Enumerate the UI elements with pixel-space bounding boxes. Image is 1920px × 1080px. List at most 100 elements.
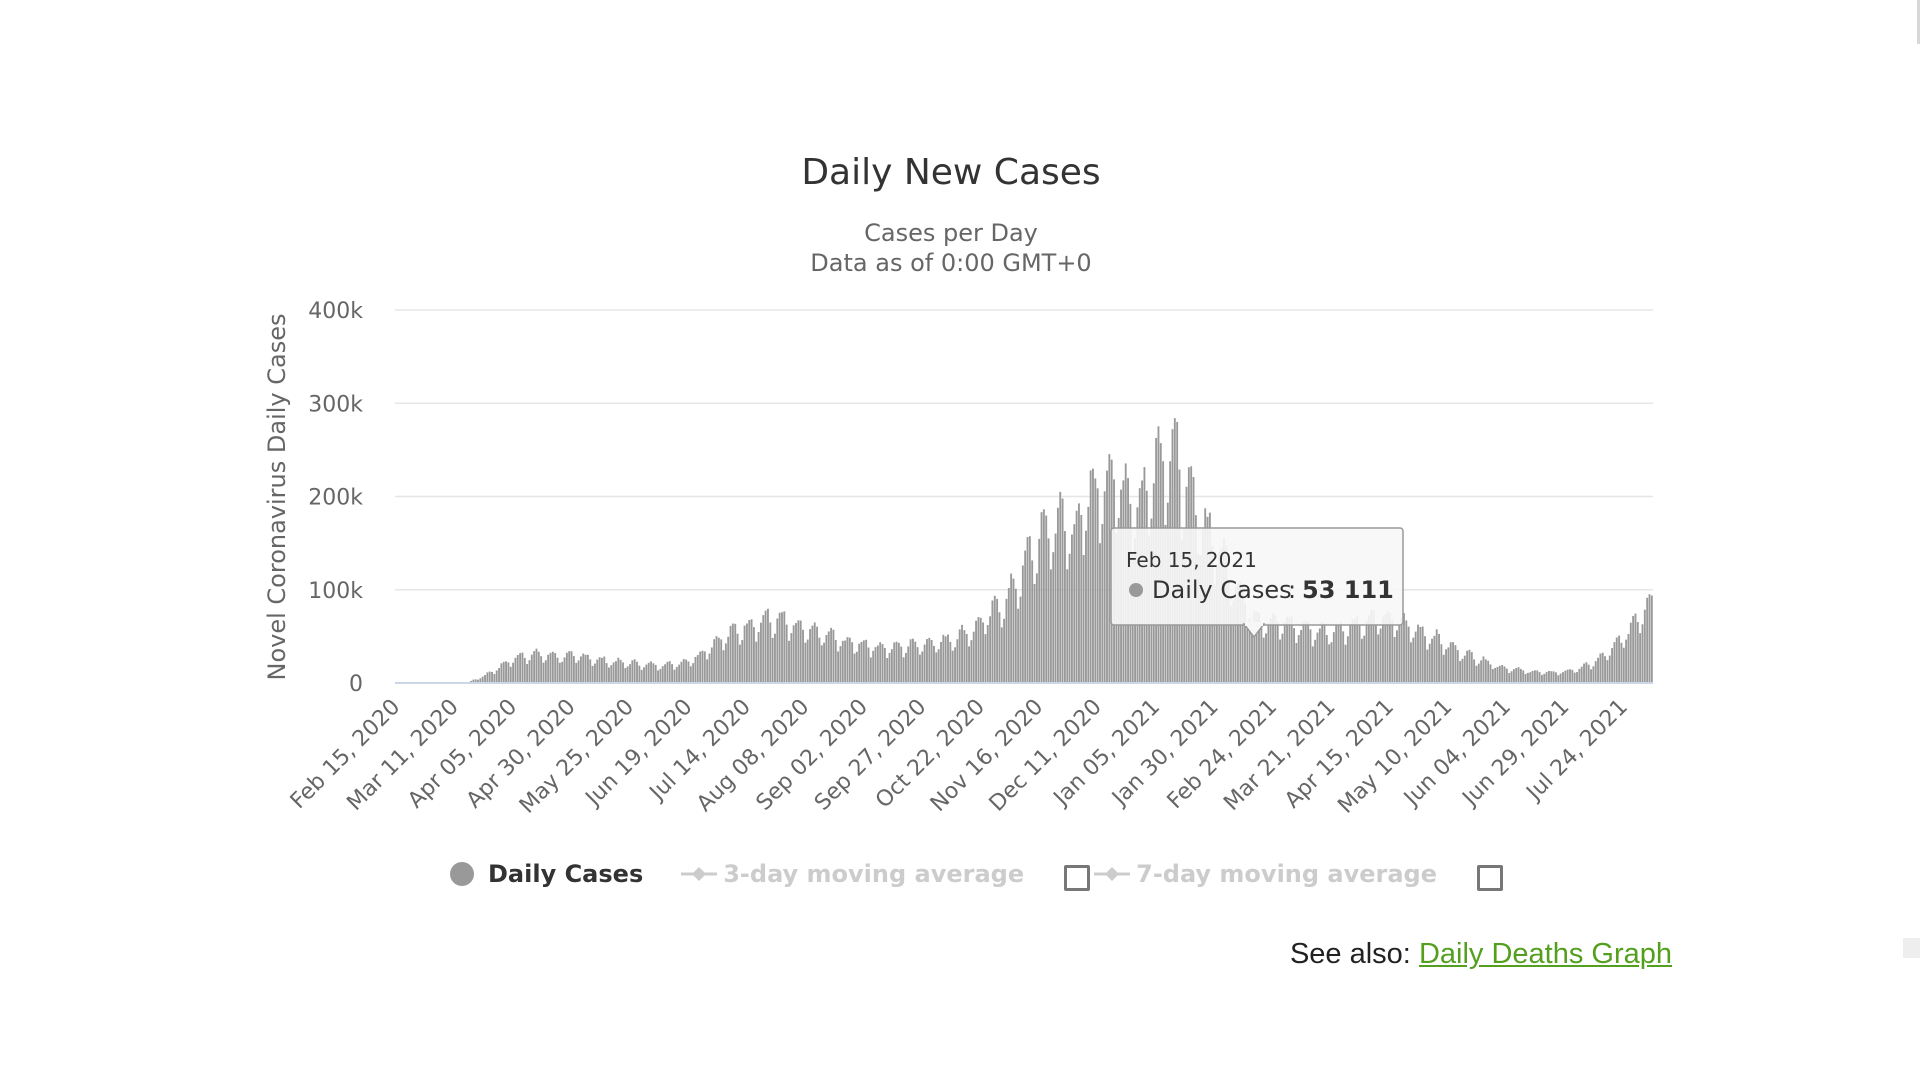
daily-cases-bar[interactable] (687, 661, 690, 683)
daily-cases-bar[interactable] (1482, 656, 1485, 683)
daily-cases-bar[interactable] (558, 662, 561, 683)
daily-cases-bar[interactable] (1459, 661, 1462, 683)
daily-cases-bar[interactable] (1400, 618, 1403, 683)
daily-cases-bar[interactable] (919, 654, 921, 683)
daily-cases-bar[interactable] (1094, 478, 1097, 683)
daily-cases-bar[interactable] (1555, 672, 1557, 683)
daily-cases-bar[interactable] (827, 631, 830, 683)
daily-cases-bar[interactable] (1318, 628, 1321, 683)
daily-cases-bar[interactable] (1463, 655, 1466, 683)
daily-cases-bar[interactable] (1604, 656, 1606, 683)
daily-cases-bar[interactable] (1484, 659, 1487, 683)
daily-cases-bar[interactable] (1473, 659, 1476, 683)
daily-cases-bar[interactable] (984, 634, 987, 683)
daily-cases-bar[interactable] (1365, 620, 1368, 683)
daily-cases-bar[interactable] (1012, 578, 1015, 683)
daily-cases-bar[interactable] (601, 657, 603, 683)
daily-cases-bar[interactable] (809, 629, 811, 683)
daily-cases-bar[interactable] (664, 664, 667, 683)
daily-cases-bar[interactable] (1398, 624, 1401, 683)
daily-cases-bar[interactable] (1477, 663, 1480, 683)
daily-cases-bar[interactable] (1260, 623, 1263, 683)
daily-cases-bar[interactable] (512, 662, 515, 683)
daily-cases-bar[interactable] (477, 679, 479, 683)
daily-cases-bar[interactable] (1304, 620, 1307, 683)
daily-cases-bar[interactable] (1258, 612, 1260, 683)
daily-cases-bar[interactable] (832, 629, 835, 683)
daily-cases-bar[interactable] (1396, 630, 1398, 683)
daily-cases-bar[interactable] (1026, 537, 1029, 683)
daily-cases-bar[interactable] (818, 637, 821, 683)
daily-cases-bar[interactable] (1480, 660, 1483, 683)
daily-cases-bar[interactable] (937, 649, 940, 683)
daily-cases-bar[interactable] (1325, 635, 1328, 683)
daily-cases-bar[interactable] (879, 642, 882, 683)
daily-cases-bar[interactable] (1286, 616, 1288, 683)
daily-cases-bar[interactable] (1449, 642, 1452, 683)
legend-item-7-day-average[interactable]: 7-day moving average (1094, 860, 1437, 888)
daily-cases-bar[interactable] (996, 598, 999, 683)
daily-cases-bar[interactable] (1643, 609, 1646, 683)
daily-cases-bar[interactable] (638, 665, 641, 683)
daily-cases-bar[interactable] (804, 642, 807, 683)
daily-cases-bar[interactable] (1342, 631, 1345, 683)
daily-cases-bar[interactable] (1311, 646, 1314, 683)
daily-cases-bar[interactable] (1108, 454, 1111, 683)
daily-cases-bar[interactable] (1265, 633, 1267, 683)
daily-cases-bar[interactable] (1578, 668, 1581, 683)
daily-cases-bar[interactable] (853, 653, 856, 683)
daily-cases-bar[interactable] (848, 637, 851, 683)
daily-cases-bar[interactable] (914, 641, 917, 683)
daily-cases-bar[interactable] (694, 656, 697, 683)
daily-cases-bar[interactable] (956, 639, 959, 683)
daily-cases-bar[interactable] (1035, 573, 1038, 683)
daily-cases-bar[interactable] (1073, 524, 1076, 683)
daily-cases-bar[interactable] (1269, 618, 1272, 683)
daily-cases-bar[interactable] (785, 624, 788, 683)
daily-cases-bar[interactable] (1386, 611, 1389, 683)
daily-cases-bar[interactable] (1274, 615, 1277, 683)
daily-cases-bar[interactable] (1440, 644, 1443, 683)
daily-cases-bar[interactable] (1056, 507, 1059, 683)
daily-cases-bar[interactable] (1374, 625, 1377, 683)
daily-cases-bar[interactable] (1445, 649, 1447, 683)
daily-cases-bar[interactable] (680, 661, 683, 683)
daily-cases-bar[interactable] (1253, 611, 1256, 683)
daily-cases-bar[interactable] (855, 651, 858, 683)
daily-cases-bar[interactable] (998, 612, 1001, 683)
daily-cases-bar[interactable] (1092, 468, 1094, 683)
daily-cases-bar[interactable] (699, 651, 702, 683)
daily-cases-bar[interactable] (568, 651, 571, 683)
daily-cases-bar[interactable] (636, 661, 638, 683)
daily-cases-bar[interactable] (1381, 616, 1384, 683)
daily-cases-bar[interactable] (858, 643, 861, 683)
daily-cases-bar[interactable] (479, 678, 482, 683)
daily-cases-bar[interactable] (1421, 626, 1424, 683)
daily-cases-bar[interactable] (902, 657, 905, 683)
daily-cases-bar[interactable] (1272, 613, 1274, 683)
daily-cases-bar[interactable] (1519, 668, 1522, 683)
daily-cases-bar[interactable] (1213, 583, 1216, 683)
daily-cases-bar[interactable] (1021, 565, 1024, 683)
daily-cases-bar[interactable] (757, 632, 760, 683)
daily-cases-bar[interactable] (1078, 503, 1080, 683)
daily-cases-bar[interactable] (1003, 618, 1006, 683)
daily-cases-bar[interactable] (507, 662, 510, 683)
daily-cases-bar[interactable] (1545, 672, 1548, 683)
daily-cases-bar[interactable] (1618, 635, 1621, 683)
daily-cases-bar[interactable] (1101, 524, 1104, 683)
daily-cases-bar[interactable] (1363, 635, 1366, 683)
daily-cases-bar[interactable] (488, 671, 491, 683)
daily-cases-bar[interactable] (1648, 594, 1651, 683)
daily-cases-bar[interactable] (703, 651, 706, 683)
daily-cases-bar[interactable] (745, 623, 748, 683)
daily-cases-bar[interactable] (692, 663, 695, 683)
daily-cases-bar[interactable] (1503, 666, 1506, 683)
daily-cases-bar[interactable] (752, 627, 755, 683)
daily-cases-bar[interactable] (1241, 584, 1244, 683)
daily-cases-bar[interactable] (647, 662, 650, 683)
daily-cases-bar[interactable] (1634, 613, 1637, 683)
daily-cases-bar[interactable] (1377, 634, 1380, 683)
daily-cases-bar[interactable] (565, 652, 568, 683)
daily-cases-bar[interactable] (1573, 672, 1576, 683)
